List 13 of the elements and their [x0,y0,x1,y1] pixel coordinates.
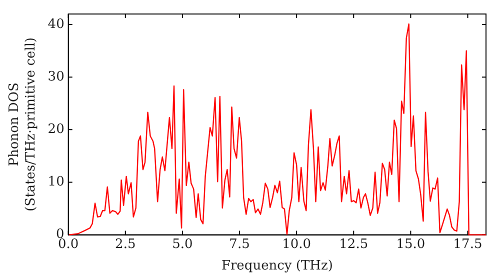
x-tick-label: 12.5 [339,236,368,252]
x-tick-label: 5.0 [172,236,193,252]
y-tick-label: 20 [48,122,64,138]
x-tick-label: 17.5 [453,236,482,252]
y-axis-title: Phonon DOS (States/THz·primitive cell) [6,37,39,212]
y-tick-label: 10 [48,174,64,190]
y-tick-label: 40 [48,16,64,32]
y-tick-label: 30 [48,69,64,84]
x-axis-title: Frequency (THz) [221,258,333,274]
x-tick-label: 2.5 [115,236,136,252]
x-tick-label: 15.0 [396,236,426,252]
x-tick-label: 10.0 [282,236,312,252]
x-tick-label: 7.5 [229,236,250,252]
